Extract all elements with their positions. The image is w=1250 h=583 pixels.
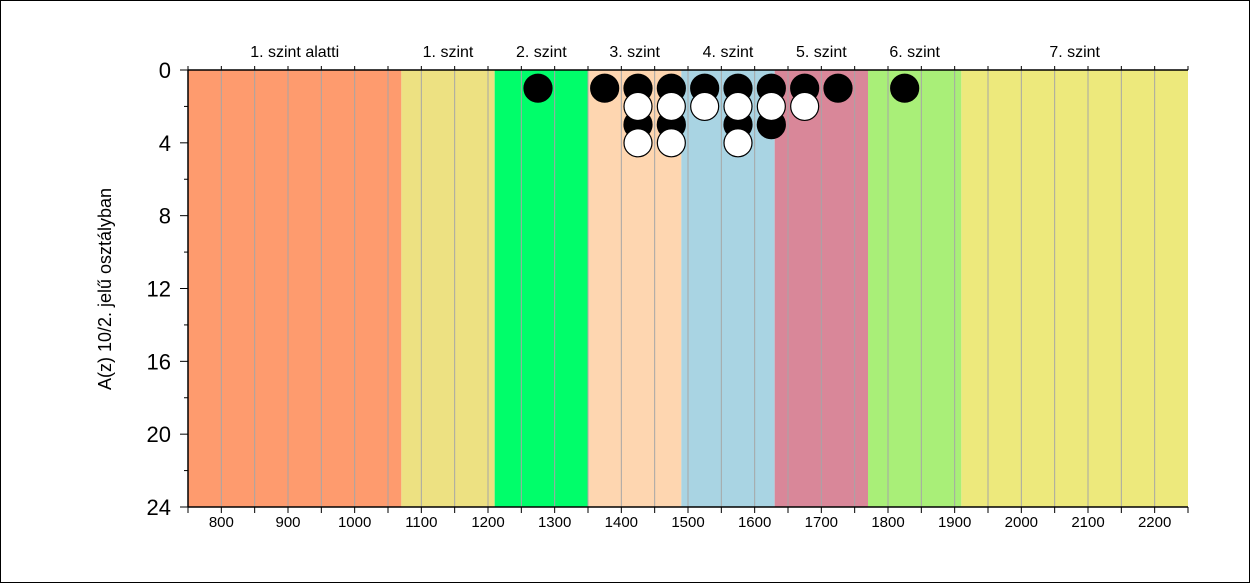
x-tick-label: 800: [209, 514, 234, 531]
x-tick-label: 1700: [805, 514, 838, 531]
white-point: [623, 91, 653, 122]
x-tick-label: 2000: [1005, 514, 1038, 531]
white-point: [790, 91, 820, 122]
x-tick-label: 1900: [938, 514, 971, 531]
band-label-2: 1. szint: [423, 44, 474, 61]
grid-lines: [220, 70, 1156, 507]
band-1: [188, 70, 402, 507]
white-point: [723, 91, 753, 122]
y-tick-label: 20: [147, 422, 171, 447]
x-tick-label: 1800: [871, 514, 904, 531]
black-point: [523, 73, 553, 103]
x-tick-label: 1300: [538, 514, 571, 531]
y-tick-label: 0: [159, 58, 171, 83]
band-8: [961, 70, 1188, 507]
white-point: [690, 91, 720, 122]
band-label-6: 5. szint: [796, 44, 847, 61]
band-label-7: 6. szint: [889, 44, 940, 61]
x-tick-label: 900: [275, 514, 300, 531]
black-point: [890, 73, 920, 103]
white-point: [656, 91, 686, 122]
y-axis-label: A(z) 10/2. jelű osztályban: [95, 188, 115, 390]
y-tick-label: 24: [147, 495, 171, 520]
x-tick-label: 2100: [1071, 514, 1104, 531]
x-tick-label: 1400: [605, 514, 638, 531]
y-tick-label: 16: [147, 349, 171, 374]
y-tick-label: 8: [159, 204, 171, 229]
band-7: [868, 70, 962, 507]
y-tick-label: 4: [159, 131, 171, 156]
white-point: [623, 128, 653, 158]
x-tick-label: 1100: [405, 514, 437, 531]
band-label-4: 3. szint: [609, 44, 660, 61]
black-point: [590, 73, 620, 103]
band-label-8: 7. szint: [1049, 44, 1100, 61]
band-label-3: 2. szint: [516, 44, 567, 61]
black-point: [823, 73, 853, 103]
band-3: [494, 70, 588, 507]
white-point: [656, 128, 686, 158]
band-label-5: 4. szint: [703, 44, 754, 61]
x-tick-label: 1000: [338, 514, 371, 531]
band-label-1: 1. szint alatti: [250, 44, 339, 61]
white-point: [756, 91, 786, 122]
axes: 800 900 1000 1100 1200 1300 1400 1500 1600 1700 18…: [147, 58, 1189, 531]
data-points: [523, 73, 920, 158]
x-tick-label: 1200: [471, 514, 504, 531]
x-tick-label: 1600: [738, 514, 771, 531]
band-2: [401, 70, 495, 507]
level-labels: 1. szint alatti 1. szint 2. szint 3. szint 4…: [250, 44, 1100, 61]
x-tick-label: 2200: [1138, 514, 1171, 531]
x-tick-label: 1500: [671, 514, 704, 531]
y-tick-label: 12: [147, 277, 171, 302]
white-point: [723, 128, 753, 158]
